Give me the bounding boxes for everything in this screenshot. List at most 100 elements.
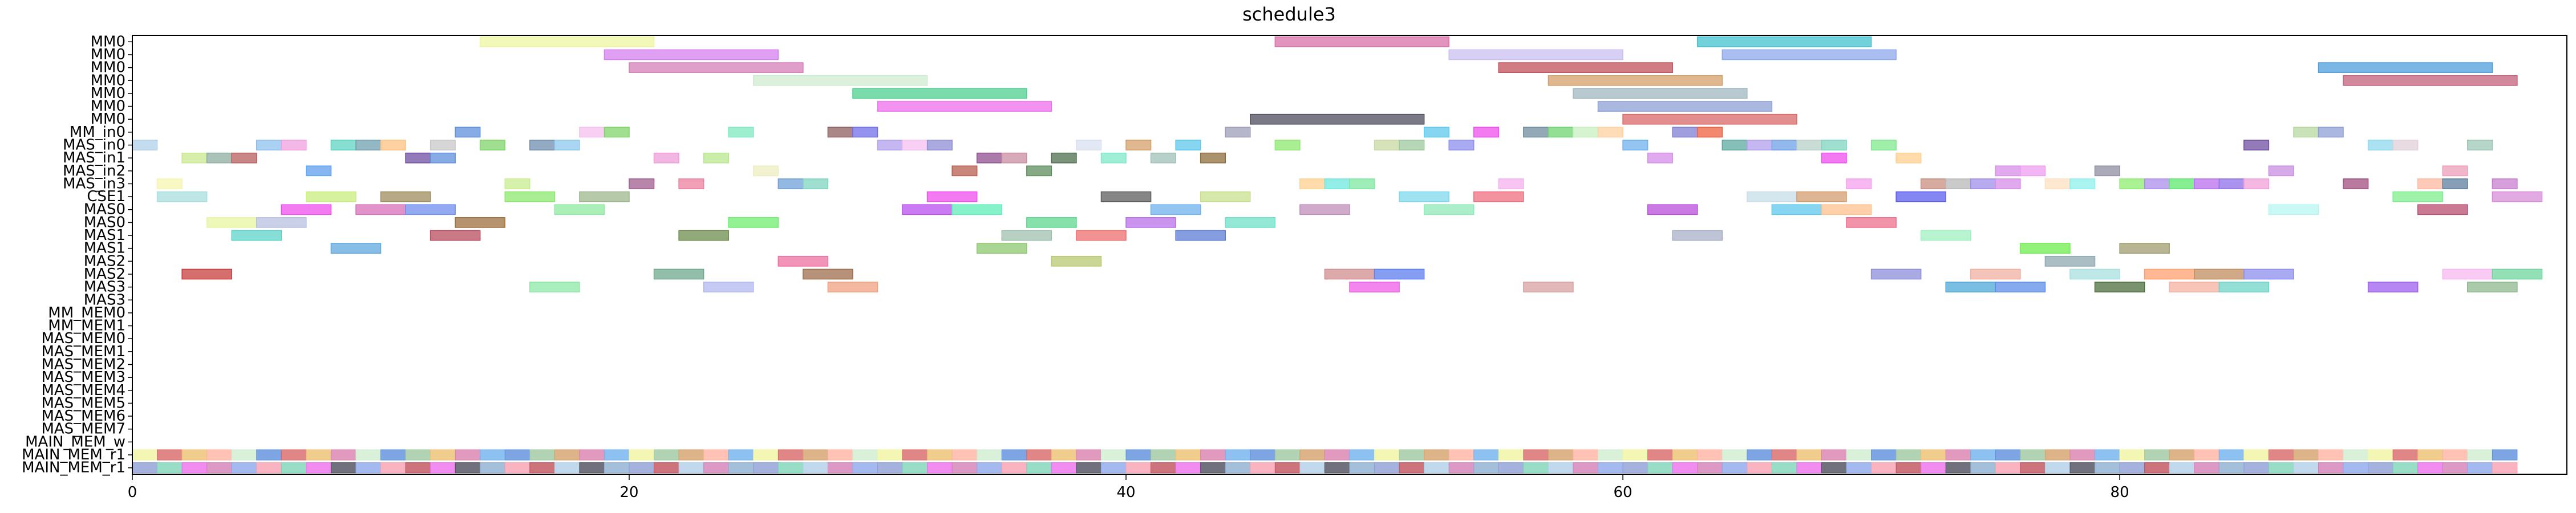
memory-cell [2194,462,2219,474]
task-bar [1672,230,1723,241]
task-bar [1821,204,1872,215]
memory-cell [902,462,928,474]
memory-cell [1498,449,1524,461]
memory-cell [1672,462,1698,474]
memory-cell [1001,449,1027,461]
task-bar [1125,140,1152,150]
task-bar [1945,178,1971,189]
memory-cell [1051,449,1077,461]
task-bar [2417,204,2468,215]
memory-cell [1796,449,1822,461]
memory-cell [1349,462,1375,474]
task-bar [2218,178,2245,189]
memory-cell [2144,462,2170,474]
memory-cell [2392,449,2419,461]
task-bar [281,140,307,150]
memory-cell [380,462,406,474]
memory-cell [330,462,357,474]
task-bar [629,178,655,189]
memory-cell [1448,462,1475,474]
y-tick-label: MM0 [91,85,125,102]
memory-cell [480,462,505,474]
memory-cell [1598,462,1623,474]
memory-cell [2343,449,2369,461]
memory-cell [1250,462,1275,474]
memory-cell [1970,462,1996,474]
task-bar [2094,165,2120,177]
task-bar [1895,152,1922,164]
task-bar [1299,178,1326,189]
memory-cell [2020,449,2046,461]
task-bar [1548,75,1723,86]
task-bar [2467,140,2493,150]
memory-cell [206,449,232,461]
memory-cell [2417,462,2443,474]
memory-cell [1647,462,1673,474]
task-bar [554,140,580,150]
task-bar [2169,178,2195,189]
task-bar [1448,49,1623,60]
task-bar [1846,178,1872,189]
memory-cell [1151,462,1176,474]
task-bar [1870,140,1897,150]
task-bar [902,140,928,150]
memory-cell [132,449,158,461]
task-bar [355,204,406,215]
memory-cell [2218,462,2245,474]
memory-cell [1448,449,1475,461]
memory-cell [2268,449,2294,461]
memory-cell [1299,462,1325,474]
memory-cell [405,462,431,474]
task-bar [1473,191,1524,202]
y-tick-label: MM0 [91,33,125,50]
task-bar [2218,282,2270,292]
memory-cell [256,462,282,474]
memory-cell [529,449,555,461]
task-bar [2343,178,2369,189]
task-bar [1622,140,1649,150]
memory-cell [1076,449,1101,461]
task-bar [604,127,630,138]
task-bar [1995,282,2046,292]
task-bar [1895,191,1946,202]
y-tick-label: MM_in0 [70,124,125,141]
task-bar [2119,178,2145,189]
memory-cell [1771,449,1797,461]
memory-cell [1225,449,1251,461]
task-bar [380,140,406,150]
bars-layer [132,36,2543,292]
memory-cell [1523,449,1549,461]
task-bar [777,178,804,189]
task-bar [2318,127,2344,138]
memory-cell [330,449,357,461]
y-tick-label: MAS_MEM6 [41,408,125,425]
memory-cell [827,462,853,474]
task-bar [504,178,530,189]
memory-cell [480,449,505,461]
memory-cell [2243,462,2269,474]
task-bar [827,127,853,138]
task-bar [1771,140,1797,150]
task-bar [2442,268,2493,280]
plot-frame [132,35,2567,475]
task-bar [2417,178,2443,189]
task-bar [1473,127,1500,138]
memory-cell [1225,462,1251,474]
memory-cell [355,449,382,461]
task-bar [2442,178,2468,189]
y-tick-label: MAIN_MEM_w [25,433,125,450]
y-tick-label: MM_MEM1 [48,317,125,335]
task-bar [902,204,953,215]
memory-cell [1598,449,1623,461]
memory-cell [455,462,481,474]
task-bar [2318,62,2493,73]
task-bar [1995,165,2021,177]
memory-cell [1125,449,1152,461]
task-bar [380,191,431,202]
memory-cell [977,462,1002,474]
memory-cell [1747,449,1772,461]
task-bar [653,152,679,164]
task-bar [951,165,978,177]
task-bar [1274,36,1449,47]
